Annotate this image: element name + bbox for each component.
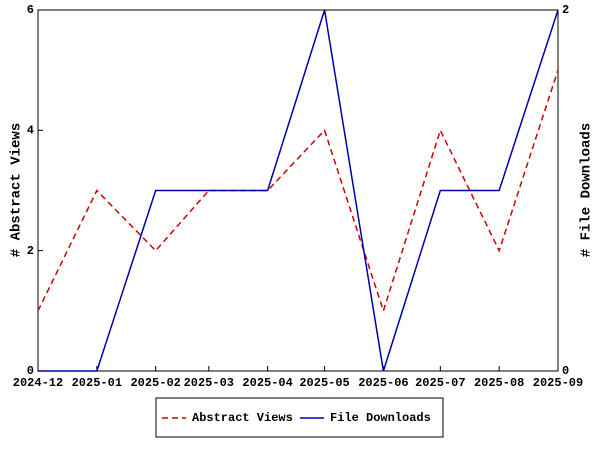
legend-label: Abstract Views (192, 411, 293, 425)
series-line (38, 9, 559, 372)
x-tick-label: 2024-12 (13, 376, 63, 390)
y-tick-label: 4 (27, 124, 34, 138)
y-axis-label: # Abstract Views (9, 123, 25, 257)
y2-tick-label: 2 (562, 3, 569, 17)
y2-tick-label: 0 (562, 364, 569, 378)
x-tick-label: 2025-09 (533, 376, 583, 390)
x-tick-label: 2025-05 (299, 376, 349, 390)
y-tick-label: 6 (27, 3, 34, 17)
x-tick-label: 2025-06 (358, 376, 408, 390)
x-tick-label: 2025-02 (130, 376, 180, 390)
x-tick-label: 2025-04 (242, 376, 292, 390)
legend-box (155, 397, 444, 438)
plot-frame (37, 9, 559, 372)
x-tick-label: 2025-01 (72, 376, 122, 390)
x-tick-label: 2025-08 (474, 376, 524, 390)
x-tick-label: 2025-03 (184, 376, 234, 390)
y2-axis-label: # File Downloads (579, 123, 595, 257)
x-tick-label: 2025-07 (415, 376, 465, 390)
y-tick-label: 0 (27, 364, 34, 378)
legend-label: File Downloads (330, 411, 431, 425)
y-tick-label: 2 (27, 244, 34, 258)
